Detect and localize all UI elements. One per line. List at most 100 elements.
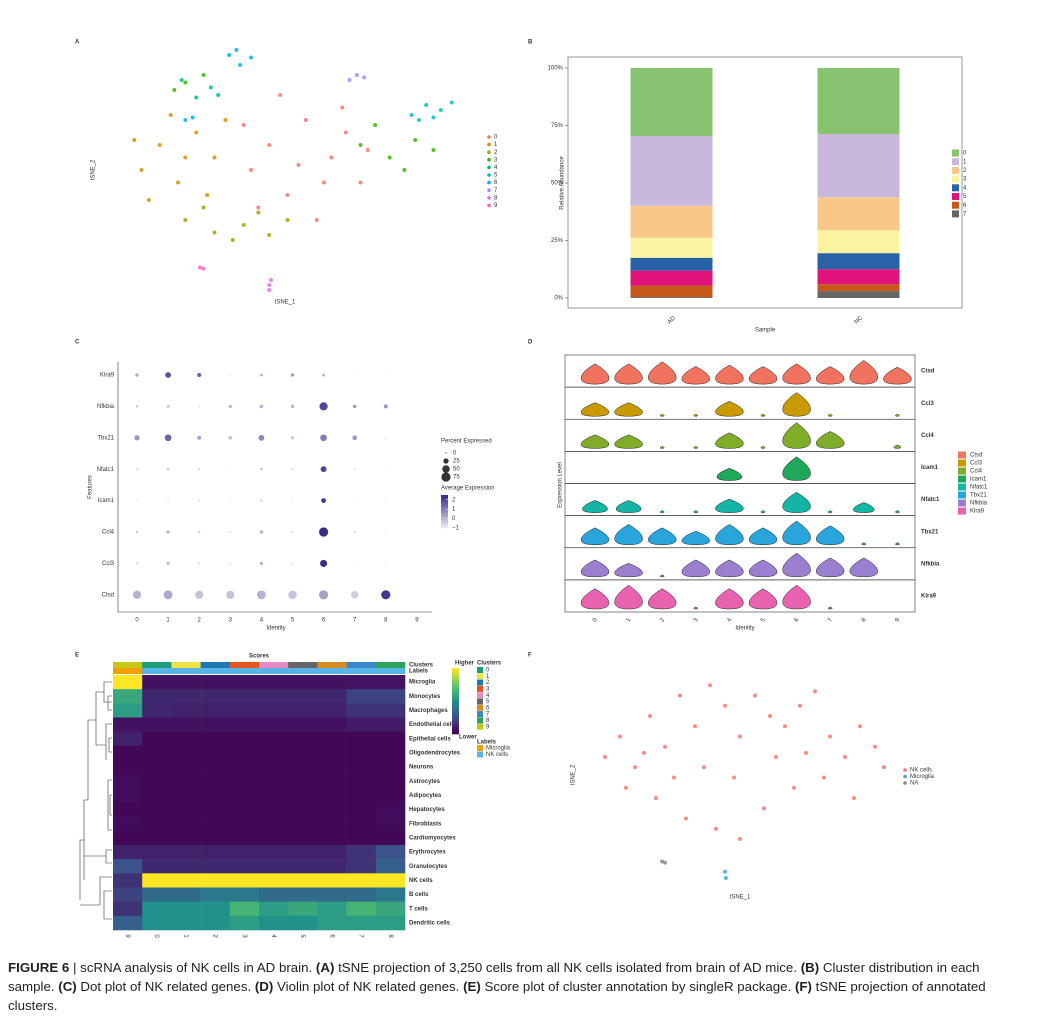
legend-swatch [487, 135, 491, 139]
row-label: B cells [409, 892, 429, 898]
cell-point [648, 714, 652, 718]
legend-label: Ccl3 [970, 461, 983, 467]
x-tick-label: AD [667, 315, 678, 326]
colorbar-slice [441, 499, 448, 502]
legend-swatch [903, 781, 907, 785]
cell-point [146, 198, 151, 202]
heatmap-cell [200, 689, 231, 704]
heatmap-cell [288, 873, 318, 888]
heatmap-cell [229, 731, 260, 747]
colorbar-slice [441, 508, 448, 511]
size-legend-dot [441, 472, 451, 482]
legend-label: Tbx21 [970, 493, 987, 499]
panel-letter: D [528, 340, 533, 346]
heatmap-cell [200, 901, 231, 917]
cell-point [672, 775, 676, 780]
heatmap-cell [229, 845, 260, 860]
cell-point [343, 130, 348, 135]
label-annotation [113, 668, 143, 674]
legend-swatch [952, 184, 959, 192]
column-label: 2 [212, 934, 218, 938]
heatmap-cell [142, 703, 172, 718]
heatmap-cell [317, 717, 347, 732]
legend-swatch [477, 679, 483, 686]
dot [291, 468, 294, 471]
violin [815, 431, 845, 449]
colorbar-slice [452, 718, 459, 722]
colorbar-slice [452, 696, 459, 700]
cell-point [183, 118, 188, 122]
heatmap-cell [200, 788, 231, 803]
cell-point [387, 155, 392, 160]
dot [165, 372, 172, 378]
legend-label: Microglia [910, 774, 935, 780]
legend-label: 8 [494, 195, 498, 201]
violin [715, 588, 744, 610]
violin [693, 446, 699, 449]
heatmap-cell [259, 873, 289, 888]
legend-label: 3 [963, 177, 967, 183]
colorbar-slice [452, 714, 459, 717]
bar-segment [630, 257, 713, 271]
colorbar-slice [452, 716, 459, 719]
cell-point [762, 806, 766, 811]
heatmap-cell [317, 745, 347, 761]
colorbar-slice [441, 501, 448, 504]
heatmap-cell [346, 703, 377, 718]
violin [715, 559, 744, 578]
cell-point [738, 734, 742, 739]
heatmap-cell [375, 788, 406, 803]
row-label: Dendritic cells [409, 920, 451, 926]
legend-label: 4 [494, 165, 498, 171]
cell-point [267, 143, 272, 147]
colorbar-slice [441, 496, 448, 499]
colorbar-slice [441, 513, 448, 516]
heatmap-title: Scores [249, 654, 270, 660]
violin [782, 520, 811, 546]
violin [715, 432, 744, 449]
heatmap-cell [171, 745, 201, 761]
violin [659, 574, 665, 578]
heatmap-cell [171, 859, 201, 874]
row-label: Endothelial cells [409, 722, 457, 728]
heatmap-cell [346, 859, 377, 874]
colorbar-slice [452, 709, 459, 713]
heatmap-cell [375, 745, 406, 761]
legend-swatch [958, 507, 966, 515]
heatmap-cell [229, 873, 260, 888]
heatmap-cell [229, 901, 260, 917]
violin [895, 542, 900, 546]
cell-point [708, 683, 712, 688]
violin [815, 525, 845, 546]
violin [782, 584, 811, 610]
heatmap-cell [317, 760, 347, 775]
x-tick-label: 0 [592, 617, 599, 623]
caption-part: (B) [800, 960, 820, 975]
dendrogram [79, 681, 112, 920]
legend-label: 1 [963, 159, 967, 165]
heatmap-cell [288, 845, 318, 860]
dot [198, 468, 201, 471]
heatmap-cell [346, 845, 377, 860]
cell-point [354, 73, 359, 77]
cell-point [358, 180, 363, 185]
y-axis-label: Expression Level [558, 462, 564, 508]
cell-point [413, 138, 418, 142]
heatmap-cell [288, 717, 318, 732]
heatmap-cell [317, 703, 347, 718]
colorbar-slice [452, 690, 459, 693]
legend-swatch [952, 175, 959, 183]
legend-title: Labels [477, 740, 497, 746]
y-axis-label: Relative Abundance [560, 156, 566, 210]
heatmap-cell [171, 802, 201, 817]
cell-point [230, 238, 235, 242]
dot [259, 561, 264, 566]
size-legend-dot [445, 452, 447, 454]
heatmap-cell [288, 703, 318, 718]
colorbar-slice [441, 495, 448, 497]
colorbar-slice [452, 705, 459, 708]
colorbar-slice [441, 514, 448, 517]
cell-point [431, 115, 436, 120]
cell-point [618, 734, 622, 739]
heatmap-cell [346, 774, 377, 789]
